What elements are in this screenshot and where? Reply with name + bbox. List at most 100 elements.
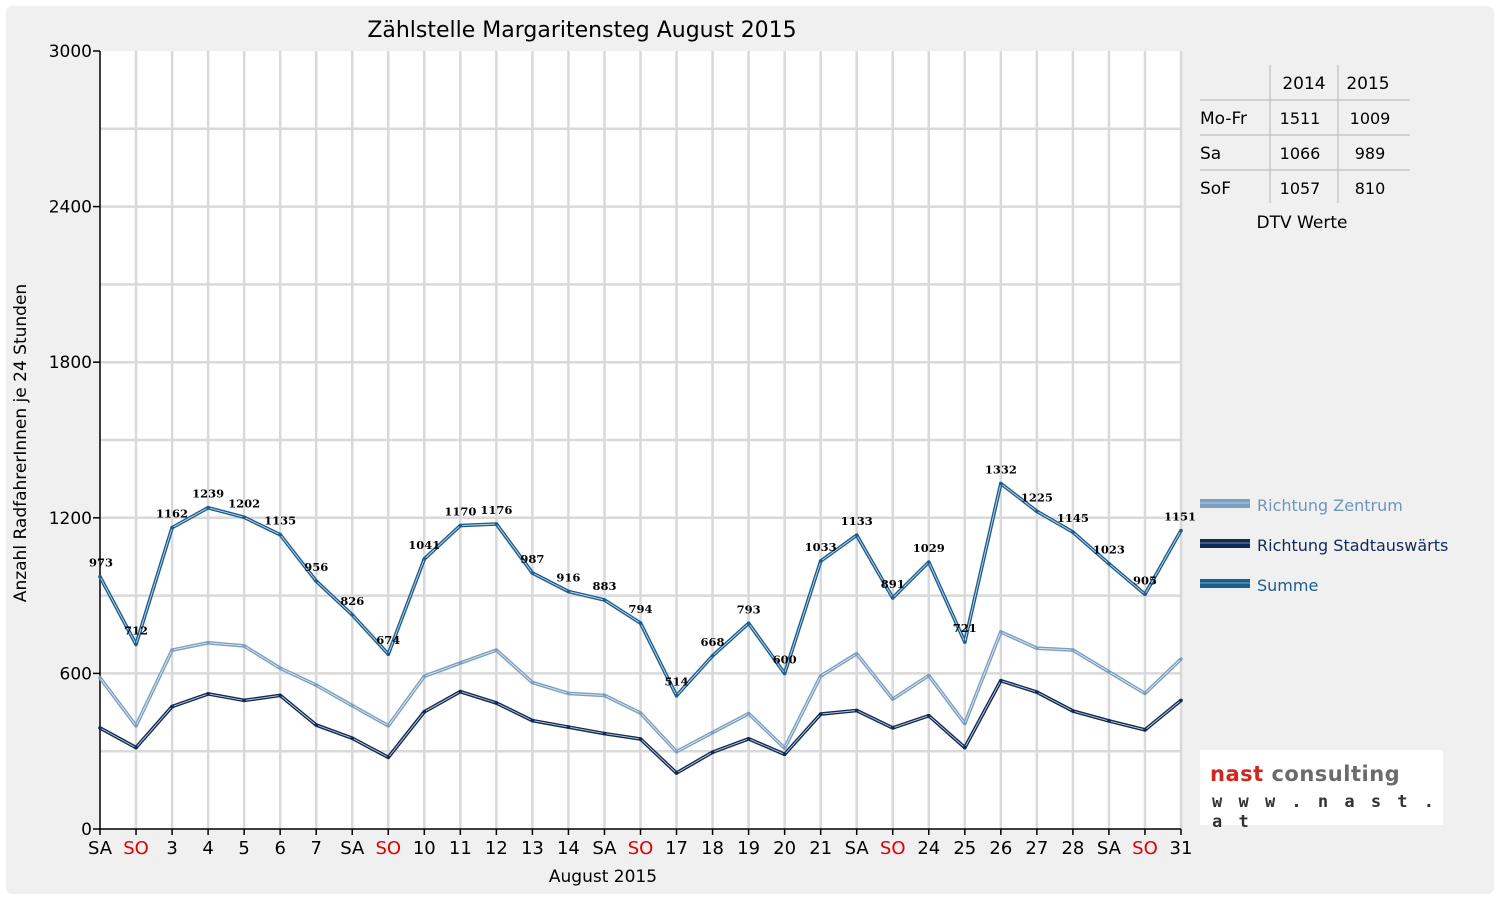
x-tick-label: 13 [521, 838, 544, 859]
y-axis-label: Anzahl RadfahrerInnen je 24 Stunden [11, 284, 31, 602]
data-point [1143, 592, 1147, 597]
x-axis-label: August 2015 [549, 867, 657, 887]
data-point [134, 745, 138, 750]
x-tick-label: SA [88, 838, 113, 859]
data-point [818, 674, 823, 678]
data-point [170, 648, 174, 652]
data-point [602, 598, 607, 602]
data-point [854, 533, 859, 537]
data-point [1107, 670, 1111, 674]
x-tick-label: SA [592, 838, 617, 859]
data-point [674, 749, 679, 754]
data-label: 905 [1133, 573, 1157, 587]
x-tick-label: 7 [310, 838, 321, 859]
data-point [1035, 646, 1039, 651]
x-tick-label: 24 [917, 838, 940, 859]
data-point [854, 651, 859, 656]
data-label: 1145 [1057, 511, 1089, 525]
x-tick-label: 5 [238, 838, 249, 859]
y-tick-label: 2400 [49, 198, 92, 218]
legend-label: Richtung Zentrum [1257, 496, 1403, 515]
data-point [458, 523, 463, 528]
x-tick-label: SO [628, 838, 654, 859]
y-tick-label: 3000 [49, 42, 92, 62]
logo-url: w w w . n a s t . a t [1212, 792, 1437, 832]
data-label: 1041 [408, 538, 440, 552]
data-point [638, 621, 643, 625]
dtv-value-2014: 1511 [1280, 109, 1321, 128]
x-tick-label: 28 [1061, 838, 1084, 859]
dtv-row-label: Mo-Fr [1200, 109, 1247, 129]
data-label: 1023 [1093, 543, 1125, 557]
data-point [314, 683, 319, 687]
data-label: 600 [773, 652, 797, 666]
data-point [999, 481, 1003, 486]
x-tick-label: 20 [773, 838, 796, 859]
data-point [890, 697, 895, 701]
data-point [170, 704, 174, 709]
dtv-value-2015: 810 [1355, 179, 1386, 198]
data-point [1143, 728, 1147, 732]
legend-swatch [1200, 499, 1250, 508]
data-point [926, 713, 931, 718]
data-label: 1151 [1164, 510, 1196, 524]
data-point [710, 750, 715, 755]
data-point [782, 671, 787, 676]
data-label: 1170 [444, 505, 476, 519]
data-point [782, 746, 787, 750]
data-point [242, 515, 246, 520]
data-label: 1332 [985, 463, 1017, 477]
data-point [746, 621, 751, 626]
data-point [242, 644, 246, 648]
data-label: 1202 [228, 496, 260, 510]
data-label: 956 [304, 560, 328, 574]
data-label: 1133 [841, 514, 873, 528]
x-tick-label: 27 [1025, 838, 1048, 859]
dtv-value-2014: 1066 [1280, 144, 1321, 163]
data-label: 721 [953, 621, 977, 635]
x-tick-label: 17 [665, 838, 688, 859]
data-label: 883 [592, 579, 616, 593]
legend-swatch [1200, 539, 1250, 548]
data-point [638, 711, 643, 715]
legend-label: Summe [1257, 576, 1318, 595]
x-tick-label: 25 [953, 838, 976, 859]
data-point [278, 532, 282, 537]
x-tick-label: SO [123, 838, 149, 859]
data-label: 891 [881, 577, 905, 591]
dtv-caption: DTV Werte [1257, 213, 1348, 233]
data-label: 794 [628, 602, 652, 616]
x-tick-label: 18 [701, 838, 724, 859]
data-label: 1029 [913, 541, 945, 555]
dtv-value-2015: 989 [1355, 144, 1386, 163]
data-point [963, 721, 967, 726]
data-point [422, 674, 427, 679]
data-point [1071, 530, 1075, 534]
x-tick-label: 31 [1170, 838, 1193, 859]
data-point [674, 771, 679, 775]
data-point [566, 691, 571, 696]
data-label: 1033 [805, 540, 837, 554]
data-point [926, 560, 931, 564]
data-point [242, 698, 246, 703]
data-point [386, 652, 391, 657]
data-point [170, 525, 174, 530]
data-label: 712 [124, 623, 148, 637]
y-tick-label: 1800 [49, 353, 92, 373]
x-tick-label: 19 [737, 838, 760, 859]
dtv-value-2014: 1057 [1280, 179, 1321, 198]
data-point [206, 692, 210, 696]
data-point [530, 718, 535, 723]
logo-nast-consulting: nast consulting w w w . n a s t . a t [1200, 750, 1443, 832]
data-point [134, 723, 138, 728]
data-point [999, 630, 1003, 634]
y-tick-label: 1200 [49, 509, 92, 529]
dtv-header-2014: 2014 [1282, 74, 1325, 94]
data-point [926, 673, 931, 678]
data-point [566, 589, 571, 594]
data-point [386, 755, 391, 760]
data-point [674, 693, 679, 698]
chart-title: Zählstelle Margaritensteg August 2015 [367, 18, 796, 43]
x-tick-label: SO [880, 838, 906, 859]
data-point [1179, 528, 1183, 533]
